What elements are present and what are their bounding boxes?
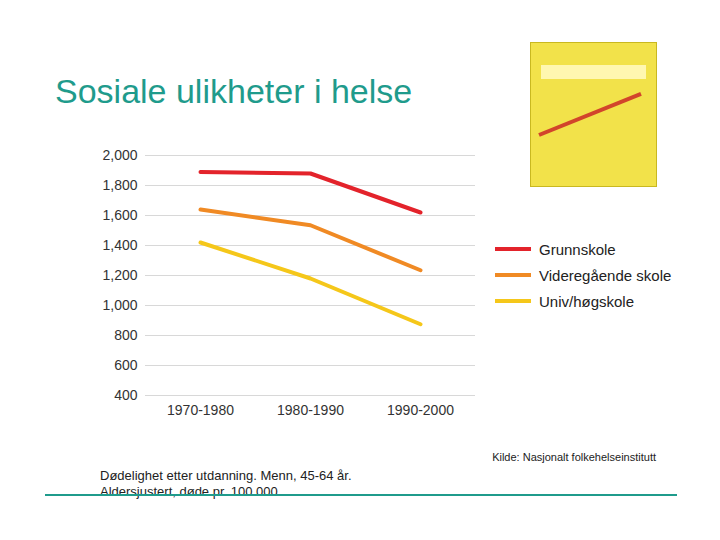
html-text:Kilde: Nasjonalt folkehelseins: Kilde: Nasjonalt folkehelseinstitutt [492,451,656,463]
svg-text:2,000: 2,000 [102,147,137,163]
svg-text:1970-1980: 1970-1980 [167,402,234,418]
html-text:Videregående skole: Videregående skole [539,266,672,284]
svg-text:1,600: 1,600 [102,207,137,223]
svg-text:400: 400 [114,387,138,403]
html-text:Grunnskole: Grunnskole [539,240,616,258]
html-text:Aldersjustert, døde pr. 100.00: Aldersjustert, døde pr. 100.000 [100,484,278,499]
html-text:Sosiale ulikheter i helse: Sosiale ulikheter i helse [55,72,413,110]
html-text:Univ/høgskole: Univ/høgskole [539,292,634,310]
html-text:Dødelighet etter utdanning. Me: Dødelighet etter utdanning. Menn, 45-64 … [100,468,352,483]
svg-text:1,400: 1,400 [102,237,137,253]
svg-text:1980-1990: 1980-1990 [277,402,344,418]
svg-text:1,000: 1,000 [102,297,137,313]
svg-text:1,800: 1,800 [102,177,137,193]
svg-text:600: 600 [114,357,138,373]
svg-text:1990-2000: 1990-2000 [387,402,454,418]
svg-text:800: 800 [114,327,138,343]
svg-text:1,200: 1,200 [102,267,137,283]
